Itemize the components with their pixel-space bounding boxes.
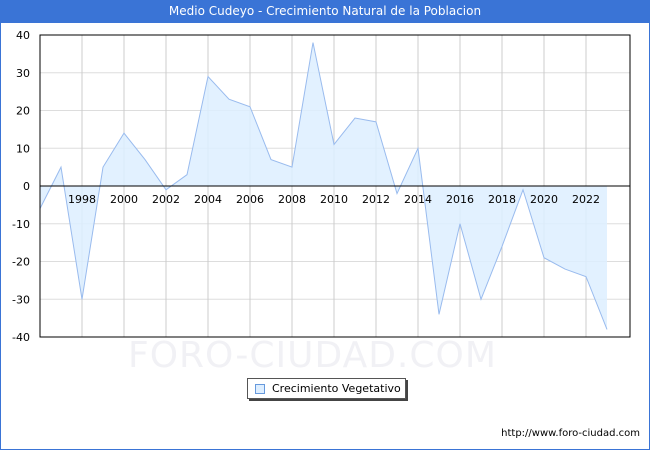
x-tick-label: 2000	[110, 193, 138, 206]
y-tick-label: 40	[16, 29, 30, 42]
y-tick-label: 30	[16, 67, 30, 80]
x-tick-label: 2022	[572, 193, 600, 206]
x-tick-label: 2020	[530, 193, 558, 206]
x-tick-label: 2016	[446, 193, 474, 206]
legend-swatch-icon	[255, 384, 265, 394]
y-tick-label: -30	[12, 293, 30, 306]
x-tick-label: 2004	[194, 193, 222, 206]
source-link[interactable]: http://www.foro-ciudad.com	[501, 428, 640, 439]
chart-title: Medio Cudeyo - Crecimiento Natural de la…	[0, 0, 650, 23]
x-tick-label: 2012	[362, 193, 390, 206]
y-tick-label: 20	[16, 105, 30, 118]
watermark: FORO-CIUDAD.COM	[128, 335, 497, 376]
x-tick-label: 2002	[152, 193, 180, 206]
x-tick-label: 2006	[236, 193, 264, 206]
y-axis-labels: 40 30 20 10 0 -10 -20 -30 -40	[12, 29, 30, 344]
x-tick-label: 2010	[320, 193, 348, 206]
x-axis-labels: 1998 2000 2002 2004 2006 2008 2010 2012 2014 2016…	[68, 193, 600, 206]
data-line	[39, 42, 608, 330]
x-tick-label: 2018	[488, 193, 516, 206]
y-tick-label: -10	[12, 218, 30, 231]
x-tick-label: 1998	[68, 193, 96, 206]
x-tick-label: 2014	[404, 193, 432, 206]
y-tick-label: 0	[23, 180, 30, 193]
axes	[39, 34, 631, 338]
y-tick-label: -40	[12, 331, 30, 344]
y-tick-label: 10	[16, 142, 30, 155]
legend-label: Crecimiento Vegetativo	[272, 382, 401, 395]
legend: Crecimiento Vegetativo	[247, 378, 406, 399]
x-tick-label: 2008	[278, 193, 306, 206]
y-tick-label: -20	[12, 256, 30, 269]
